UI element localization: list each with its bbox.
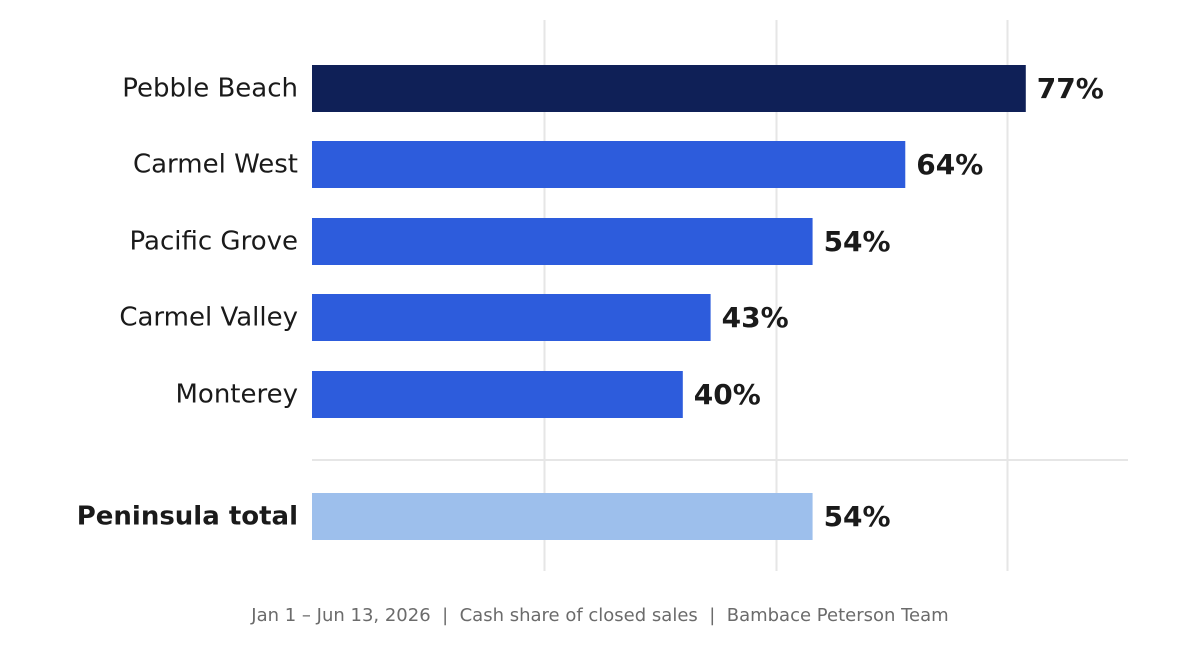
category-label-pacific-grove: Pacific Grove	[130, 227, 298, 257]
value-label-monterey: 40%	[694, 378, 761, 411]
category-label-carmel-west: Carmel West	[133, 150, 298, 180]
value-label-peninsula-total: 54%	[824, 500, 891, 533]
bar-peninsula-total	[312, 493, 813, 540]
category-label-carmel-valley: Carmel Valley	[119, 303, 298, 333]
bars	[312, 65, 1026, 540]
bar-pacific-grove	[312, 218, 813, 265]
value-label-carmel-west: 64%	[916, 148, 983, 181]
value-label-pacific-grove: 54%	[824, 225, 891, 258]
bar-carmel-west	[312, 141, 906, 188]
value-label-pebble-beach: 77%	[1037, 72, 1104, 105]
bar-chart: Pebble Beach 77% Carmel West 64% Pacific Gro…	[77, 20, 1128, 571]
bar-monterey	[312, 371, 683, 418]
value-label-carmel-valley: 43%	[722, 301, 789, 334]
category-label-pebble-beach: Pebble Beach	[122, 74, 298, 104]
bar-carmel-valley	[312, 294, 711, 341]
bar-pebble-beach	[312, 65, 1026, 112]
labels: Pebble Beach 77% Carmel West 64% Pacific Gro…	[77, 72, 1104, 533]
chart-caption: Jan 1 – Jun 13, 2026 | Cash share of clo…	[251, 605, 949, 626]
category-label-peninsula-total: Peninsula total	[77, 502, 298, 532]
category-label-monterey: Monterey	[175, 380, 298, 410]
